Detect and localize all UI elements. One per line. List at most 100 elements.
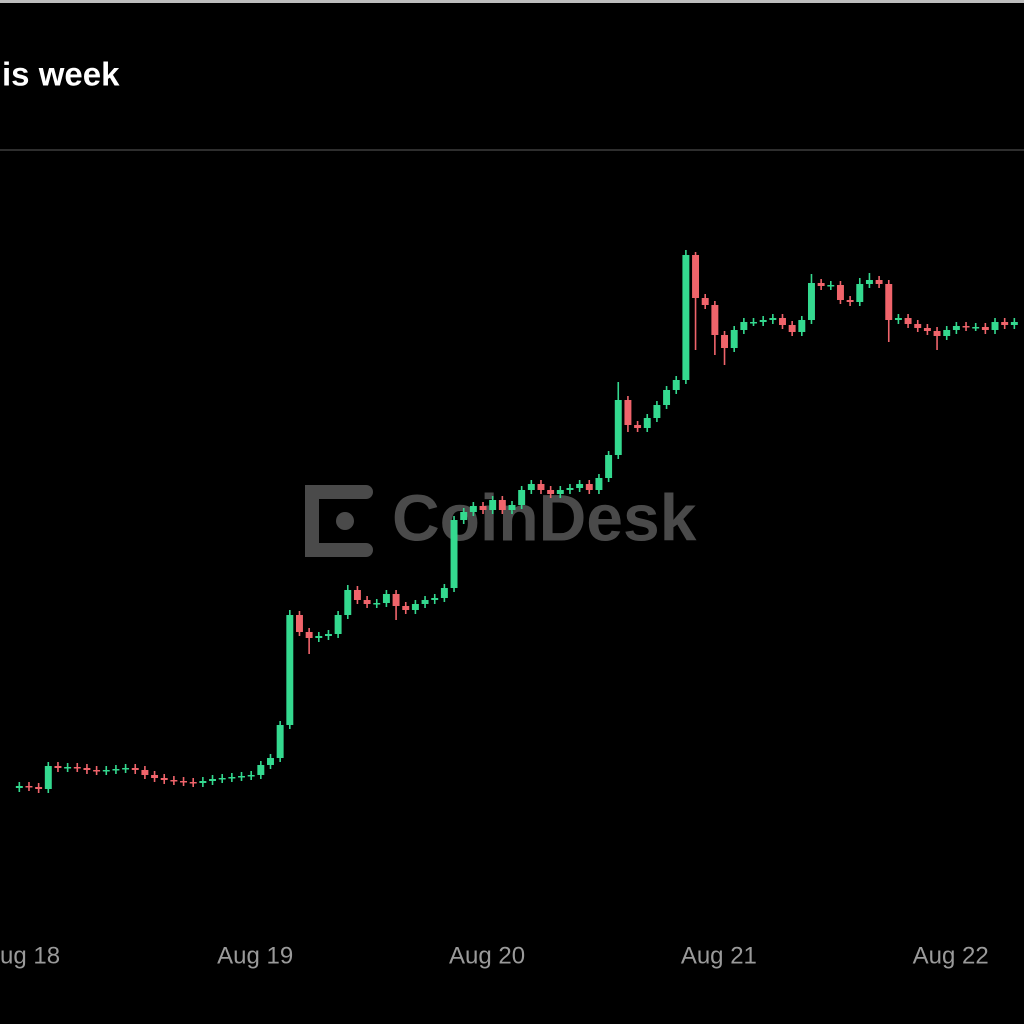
candle-body [576, 484, 584, 488]
candle-body [914, 324, 922, 328]
candle-body [894, 318, 902, 320]
candle-body [305, 632, 313, 638]
candle-body [353, 590, 361, 600]
candle-body [952, 326, 960, 330]
candle-body [247, 775, 255, 777]
candle-body [151, 775, 159, 778]
candle-body [160, 778, 168, 780]
candle-body [923, 328, 931, 331]
candle-body [682, 255, 690, 380]
candle-body [537, 484, 545, 490]
candle-body [634, 425, 642, 428]
candle-body [35, 787, 43, 789]
candle-body [315, 636, 323, 638]
candle-body [547, 490, 555, 494]
x-tick-label: ug 18 [0, 942, 60, 969]
x-tick-label: Aug 21 [681, 942, 757, 969]
watermark-logo [305, 485, 373, 557]
candle-body [402, 606, 410, 610]
candle-body [643, 418, 651, 428]
candle-body [131, 768, 139, 770]
candle-body [836, 285, 844, 300]
candle-body [904, 318, 912, 324]
candle-body [324, 634, 332, 636]
chart-title: is week [2, 56, 120, 93]
candle-body [112, 769, 120, 771]
candle-body [527, 484, 535, 490]
candle-body [209, 779, 217, 781]
candle-body [721, 335, 729, 348]
plot-area [15, 250, 1018, 793]
candle-body [933, 331, 941, 336]
candle-body [102, 770, 110, 772]
candle-body [865, 280, 873, 284]
candle-body [440, 588, 448, 598]
candle-body [595, 478, 603, 490]
candle-body [334, 615, 342, 634]
candle-body [489, 500, 497, 510]
candle-body [382, 594, 390, 603]
candle-body [798, 320, 806, 332]
candle-body [711, 305, 719, 335]
candle-body [44, 766, 52, 789]
candle-body [875, 280, 883, 284]
candle-body [701, 298, 709, 305]
candle-body [807, 283, 815, 320]
candle-body [373, 603, 381, 605]
candle-body [1001, 322, 1009, 325]
candle-body [189, 782, 197, 784]
candle-body [566, 488, 574, 490]
candle-body [469, 506, 477, 512]
candle-body [411, 604, 419, 610]
candle-body [276, 725, 284, 758]
candle-body [238, 776, 245, 778]
candle-body [180, 781, 188, 783]
candle-body [614, 400, 622, 455]
candle-body [421, 600, 429, 604]
candle-body [779, 318, 786, 325]
candle-body [25, 786, 33, 788]
candle-body [479, 506, 487, 510]
candle-body [286, 615, 294, 725]
candle-body [64, 767, 72, 769]
candle-body [460, 512, 468, 520]
candle-body [624, 400, 632, 425]
candle-body [585, 484, 593, 490]
candle-body [450, 520, 458, 588]
candle-body [295, 615, 303, 632]
candle-body [943, 330, 951, 336]
candle-body [759, 320, 767, 322]
candle-body [827, 285, 835, 287]
candle-body [508, 505, 516, 510]
top-border [0, 0, 1024, 3]
candle-body [972, 327, 980, 329]
candle-body [846, 300, 854, 302]
candle-body [257, 765, 265, 775]
watermark: CoinDesk [392, 480, 697, 554]
candle-body [228, 777, 236, 779]
candle-body [392, 594, 400, 606]
candle-body [885, 284, 893, 320]
candle-body [856, 284, 864, 302]
candle-body [663, 390, 671, 405]
candle-body [730, 330, 738, 348]
x-tick-label: Aug 20 [449, 942, 525, 969]
candle-body [769, 318, 777, 320]
candle-body [1010, 322, 1018, 325]
candle-body [518, 490, 526, 505]
candle-body [962, 326, 970, 328]
candle-body [122, 768, 130, 770]
candle-body [981, 327, 989, 330]
candle-body [54, 766, 62, 768]
candle-body [141, 770, 149, 775]
candle-body [73, 767, 81, 769]
candle-body [556, 490, 564, 494]
candle-body [363, 600, 371, 604]
candle-body [93, 770, 101, 772]
candle-body [218, 778, 226, 780]
candle-body [15, 786, 23, 788]
candle-body [344, 590, 352, 615]
candle-body [991, 322, 999, 330]
